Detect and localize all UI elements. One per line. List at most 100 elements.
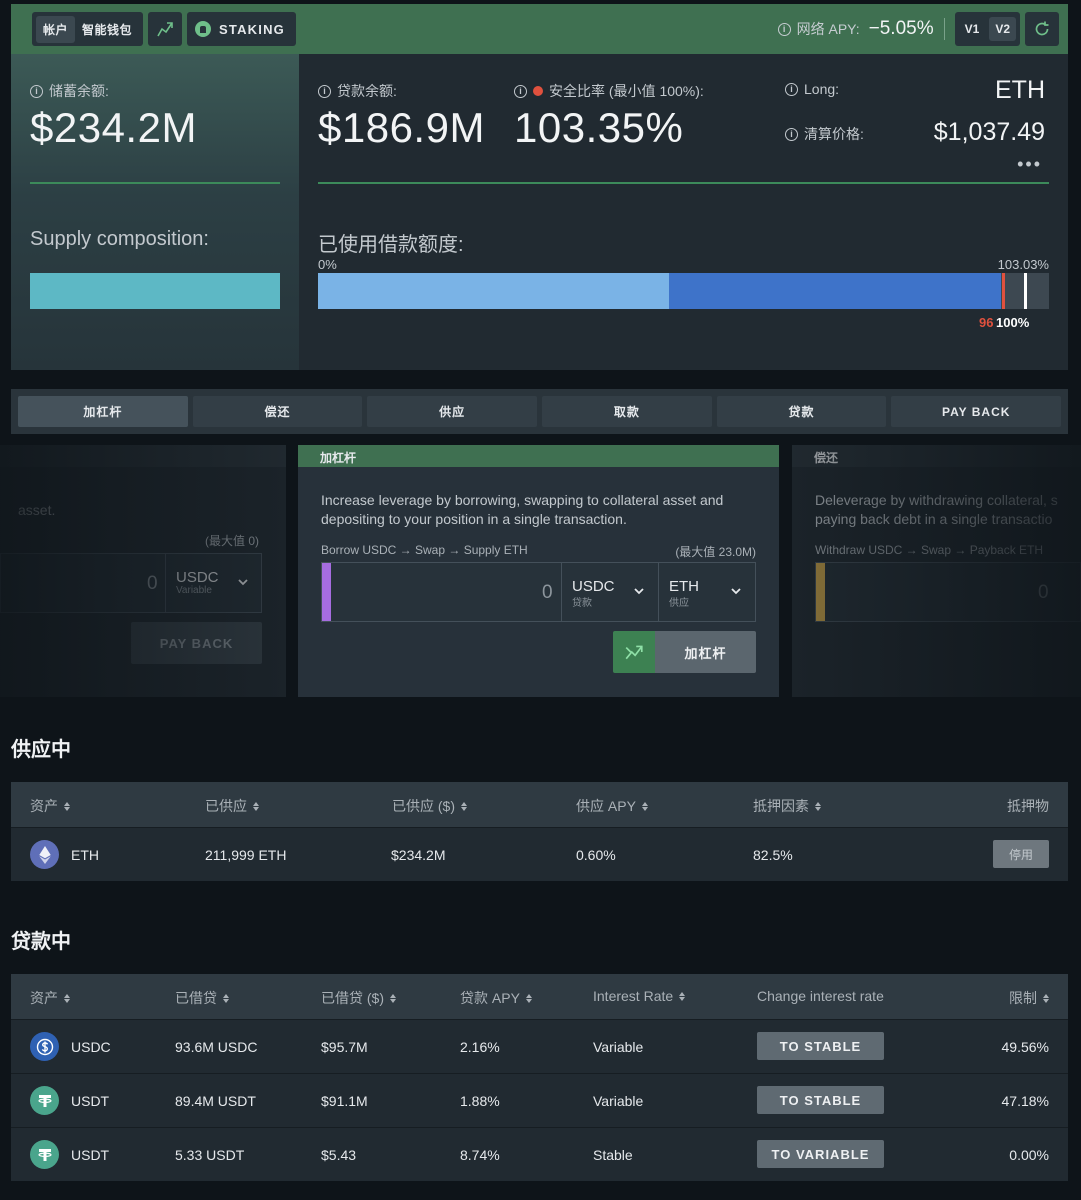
sort-icon (641, 801, 648, 811)
amount-input[interactable]: 0 (815, 562, 1081, 622)
borrow-apy: 2.16% (460, 1039, 500, 1055)
to-stable-button[interactable]: TO STABLE (757, 1032, 884, 1060)
borrow-limit: 49.56% (1001, 1039, 1049, 1055)
marker-100-label: 100% (996, 315, 1030, 330)
net-apy-label: 网络 APY: (796, 21, 860, 37)
tab-repay[interactable]: 偿还 (192, 396, 363, 427)
more-options-icon[interactable]: ••• (1017, 154, 1042, 174)
usdc-icon (30, 1032, 59, 1061)
liquidation-marker (1002, 273, 1005, 309)
col-collateral-factor[interactable]: 抵押因素 (753, 796, 821, 816)
borrow-asset-sub: 贷款 (572, 598, 592, 609)
amount-input[interactable]: 0 USDC 贷款 ETH 供应 (321, 562, 756, 622)
sort-icon (1043, 993, 1049, 1003)
disable-collateral-button[interactable]: 停用 (993, 840, 1049, 868)
credit-bar-segment-1 (318, 273, 669, 309)
borrow-apy: 1.88% (460, 1093, 500, 1109)
divider (318, 182, 1049, 184)
action-tabs: 加杠杆 偿还 供应 取款 贷款 PAY BACK (11, 389, 1068, 434)
card-description: Deleverage by withdrawing collateral, s … (815, 492, 1058, 527)
account-mode-switch: 帐户 智能钱包 (32, 12, 144, 46)
tab-supply[interactable]: 供应 (367, 396, 538, 427)
v2-button[interactable]: V2 (989, 17, 1016, 41)
tab-withdraw[interactable]: 取款 (542, 396, 712, 427)
card-header (0, 445, 286, 467)
info-icon[interactable]: i (514, 84, 527, 98)
borrowed-amount: 5.33 USDT (175, 1147, 245, 1163)
col-supplied[interactable]: 已供应 (205, 796, 259, 816)
col-limit[interactable]: 限制 (1009, 988, 1049, 1008)
table-row: USDC 93.6M USDC $95.7M 2.16% Variable TO… (11, 1019, 1068, 1073)
asset-name: USDT (71, 1147, 110, 1163)
amount-input[interactable]: 0 USDC Variable (0, 553, 262, 613)
table-row: USDT 89.4M USDT $91.1M 1.88% Variable TO… (11, 1073, 1068, 1127)
tab-borrow[interactable]: 贷款 (716, 396, 887, 427)
asset-select[interactable]: USDC Variable (165, 554, 262, 612)
info-icon[interactable]: i (785, 127, 798, 141)
collateral-factor: 82.5% (753, 847, 793, 863)
borrow-asset-select[interactable]: USDC 贷款 (561, 563, 658, 621)
leverage-icon-button[interactable] (148, 12, 183, 46)
liquidation-price-value: $1,037.49 (933, 118, 1045, 146)
borrowed-usd: $95.7M (321, 1039, 368, 1055)
tab-boost[interactable]: 加杠杆 (18, 396, 188, 427)
credit-usage-bar[interactable] (318, 273, 1049, 309)
col-borrowed[interactable]: 已借贷 (175, 988, 229, 1008)
version-switch: V1 V2 (954, 12, 1020, 46)
table-header: 资产 已借贷 已借贷 ($) 贷款 APY Interest Rate Chan… (11, 974, 1068, 1019)
supply-composition-label: Supply composition: (30, 228, 209, 250)
table-row: ETH 211,999 ETH $234.2M 0.60% 82.5% 停用 (11, 827, 1068, 881)
col-supplied-usd[interactable]: 已供应 ($) (392, 796, 467, 816)
payback-button[interactable]: PAY BACK (131, 622, 262, 664)
col-borrow-apy[interactable]: 贷款 APY (460, 988, 532, 1008)
chevron-down-icon (634, 588, 644, 595)
col-interest-rate[interactable]: Interest Rate (593, 988, 686, 1004)
usdt-icon (30, 1086, 59, 1115)
supply-balance-label: 储蓄余额: (49, 83, 109, 99)
sort-icon (461, 801, 467, 811)
info-icon[interactable]: i (785, 82, 798, 96)
col-asset[interactable]: 资产 (30, 796, 70, 816)
to-variable-button[interactable]: TO VARIABLE (757, 1140, 884, 1168)
status-dot (533, 86, 543, 96)
supplied-amount: 211,999 ETH (205, 847, 287, 863)
supply-asset-select[interactable]: ETH 供应 (658, 563, 755, 621)
col-asset[interactable]: 资产 (30, 988, 70, 1008)
sort-icon (64, 993, 70, 1003)
sort-icon (390, 993, 396, 1003)
route-label: Withdraw USDC → Swap → Payback ETH (815, 543, 1044, 557)
staking-logo-icon (195, 21, 212, 37)
net-apy-value: −5.05% (868, 18, 934, 39)
borrow-limit: 47.18% (1001, 1093, 1049, 1109)
boost-button[interactable]: 加杠杆 (613, 631, 756, 673)
asset-name: USDC (71, 1039, 111, 1055)
safety-ratio-value: 103.35% (514, 104, 684, 151)
to-stable-button[interactable]: TO STABLE (757, 1086, 884, 1114)
info-icon[interactable]: i (30, 84, 43, 98)
max-label: (最大值 23.0M) (675, 545, 756, 559)
col-supply-apy[interactable]: 供应 APY (576, 796, 648, 816)
borrowed-amount: 93.6M USDC (175, 1039, 258, 1055)
info-icon[interactable]: i (777, 22, 791, 36)
asset-select-sub: Variable (176, 585, 212, 596)
borrow-limit: 0.00% (1009, 1147, 1049, 1163)
account-overview: i 储蓄余额: $234.2M Supply composition: i 贷款… (11, 54, 1068, 370)
borrowed-amount: 89.4M USDT (175, 1093, 256, 1109)
refresh-icon (1035, 21, 1049, 36)
v1-button[interactable]: V1 (964, 22, 980, 36)
supplied-usd: $234.2M (391, 847, 446, 863)
long-asset-value: ETH (995, 76, 1045, 104)
tab-payback[interactable]: PAY BACK (891, 396, 1062, 427)
supply-asset-value: ETH (669, 578, 699, 595)
asset-select-value: USDC (176, 569, 219, 586)
account-tab[interactable]: 帐户 (36, 15, 76, 43)
trend-arrow-icon (157, 22, 173, 37)
staking-button[interactable]: STAKING (187, 12, 296, 46)
refresh-button[interactable] (1025, 12, 1059, 46)
supplying-title: 供应中 (11, 739, 71, 761)
smart-wallet-tab[interactable]: 智能钱包 (82, 22, 133, 37)
info-icon[interactable]: i (318, 84, 331, 98)
supply-composition-bar[interactable] (30, 273, 280, 309)
safety-ratio-label-row: i 安全比率 (最小值 100%): (514, 81, 704, 101)
col-borrowed-usd[interactable]: 已借贷 ($) (321, 988, 396, 1008)
